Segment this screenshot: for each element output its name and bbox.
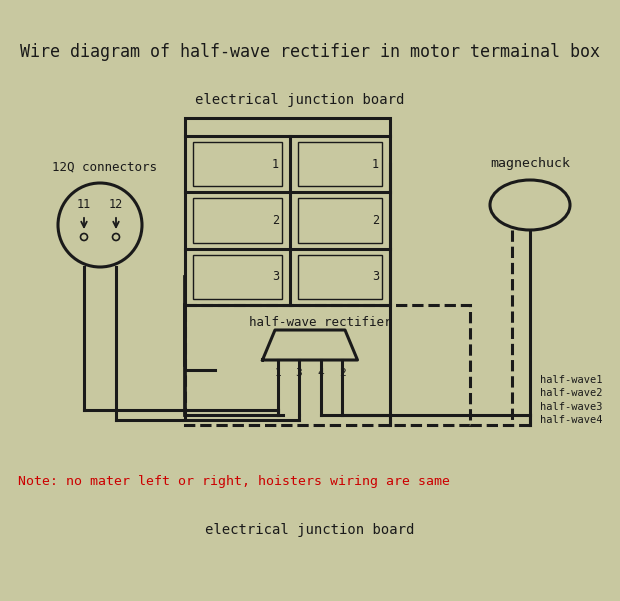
Text: electrical junction board: electrical junction board <box>195 93 405 107</box>
Text: electrical junction board: electrical junction board <box>205 523 415 537</box>
Bar <box>185 305 470 425</box>
Text: half-wave1: half-wave1 <box>540 375 603 385</box>
Text: half-wave2: half-wave2 <box>540 388 603 398</box>
Text: 3: 3 <box>272 270 279 283</box>
Bar <box>298 198 382 243</box>
Text: magnechuck: magnechuck <box>490 156 570 169</box>
Text: 2: 2 <box>372 214 379 227</box>
Text: 3: 3 <box>372 270 379 283</box>
Bar <box>193 255 282 299</box>
Bar <box>193 142 282 186</box>
Bar <box>185 118 390 305</box>
Text: half-wave4: half-wave4 <box>540 415 603 425</box>
Text: Note: no mater left or right, hoisters wiring are same: Note: no mater left or right, hoisters w… <box>18 475 450 489</box>
Text: 12Q connectors: 12Q connectors <box>53 160 157 174</box>
Bar <box>298 255 382 299</box>
Text: Wire diagram of half-wave rectifier in motor termainal box: Wire diagram of half-wave rectifier in m… <box>20 43 600 61</box>
Text: 1: 1 <box>372 157 379 171</box>
Bar <box>298 142 382 186</box>
Text: 12: 12 <box>109 198 123 212</box>
Text: 3: 3 <box>296 368 303 378</box>
Text: 11: 11 <box>77 198 91 212</box>
Text: half-wave rectifier: half-wave rectifier <box>249 316 391 329</box>
Text: 1: 1 <box>275 368 281 378</box>
Text: 2: 2 <box>339 368 345 378</box>
Text: 2: 2 <box>272 214 279 227</box>
Bar <box>193 198 282 243</box>
Text: 4: 4 <box>317 368 324 378</box>
Text: 1: 1 <box>272 157 279 171</box>
Text: half-wave3: half-wave3 <box>540 402 603 412</box>
